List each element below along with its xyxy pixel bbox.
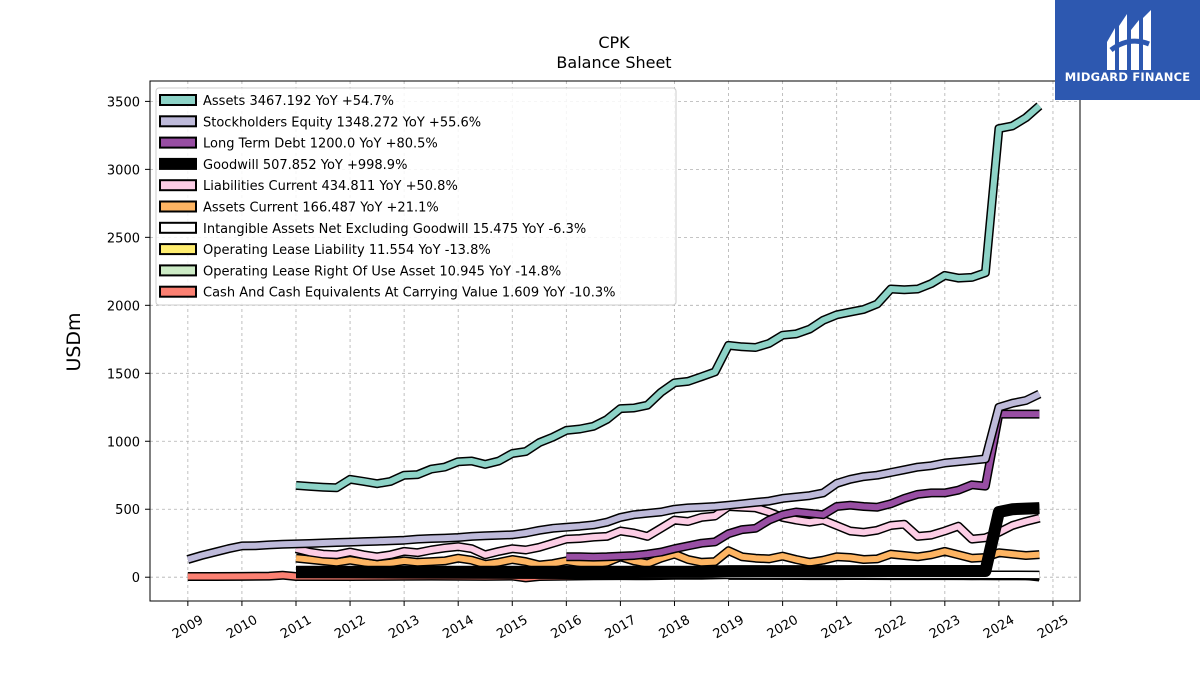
legend-label-7: Operating Lease Liability 11.554 YoY -13… bbox=[203, 243, 491, 258]
legend-label-8: Operating Lease Right Of Use Asset 10.94… bbox=[203, 264, 561, 279]
legend-label-3: Goodwill 507.852 YoY +998.9% bbox=[203, 158, 407, 173]
legend-label-0: Assets 3467.192 YoY +54.7% bbox=[203, 94, 394, 109]
x-tick-label-10: 2019 bbox=[711, 613, 747, 643]
y-tick-label-6: 3000 bbox=[107, 163, 140, 178]
y-tick-label-0: 0 bbox=[132, 571, 140, 586]
x-tick-label-14: 2023 bbox=[927, 613, 963, 643]
company-logo: MIDGARD FINANCE bbox=[1055, 0, 1200, 100]
x-tick-label-12: 2021 bbox=[819, 613, 855, 643]
legend-swatch-8 bbox=[159, 264, 197, 277]
x-tick-label-1: 2010 bbox=[224, 613, 260, 643]
plot-area bbox=[186, 102, 1043, 583]
legend-label-1: Stockholders Equity 1348.272 YoY +55.6% bbox=[203, 115, 481, 130]
series-line-1 bbox=[186, 391, 1041, 563]
series-0 bbox=[295, 102, 1043, 493]
legend-swatch-9 bbox=[159, 285, 197, 298]
legend-swatch-2 bbox=[159, 136, 197, 149]
x-tick-label-11: 2020 bbox=[765, 613, 801, 643]
x-tick-label-16: 2025 bbox=[1035, 613, 1071, 643]
x-tick-label-4: 2013 bbox=[386, 613, 422, 643]
series-1 bbox=[186, 389, 1042, 564]
legend-item-3: Goodwill 507.852 YoY +998.9% bbox=[159, 157, 407, 173]
legend-item-6: Intangible Assets Net Excluding Goodwill… bbox=[159, 221, 586, 237]
legend-swatch-4 bbox=[159, 179, 197, 192]
legend-label-4: Liabilities Current 434.811 YoY +50.8% bbox=[203, 179, 458, 194]
legend: Assets 3467.192 YoY +54.7% Stockholders E… bbox=[155, 87, 677, 306]
legend-swatch-6 bbox=[159, 221, 197, 234]
legend-label-9: Cash And Cash Equivalents At Carrying Va… bbox=[203, 286, 615, 301]
legend-item-5: Assets Current 166.487 YoY +21.1% bbox=[159, 200, 439, 216]
legend-item-9: Cash And Cash Equivalents At Carrying Va… bbox=[159, 285, 615, 301]
chart-title: CPK bbox=[598, 33, 630, 52]
legend-item-0: Assets 3467.192 YoY +54.7% bbox=[159, 94, 394, 109]
legend-box bbox=[155, 87, 677, 306]
x-tick-label-13: 2022 bbox=[873, 613, 909, 643]
series-line-2 bbox=[566, 411, 1040, 561]
y-tick-label-1: 500 bbox=[115, 503, 140, 518]
x-tick-label-0: 2009 bbox=[170, 613, 206, 643]
legend-item-8: Operating Lease Right Of Use Asset 10.94… bbox=[159, 264, 561, 279]
legend-item-4: Liabilities Current 434.811 YoY +50.8% bbox=[159, 179, 458, 194]
series-line-4 bbox=[295, 503, 1041, 560]
y-tick-label-2: 1000 bbox=[107, 435, 140, 450]
series-2 bbox=[566, 409, 1040, 562]
legend-swatch-0 bbox=[159, 94, 197, 106]
series-5 bbox=[295, 546, 1040, 570]
y-tick-label-5: 2500 bbox=[107, 231, 140, 246]
x-tick-label-3: 2012 bbox=[332, 613, 368, 643]
legend-label-5: Assets Current 166.487 YoY +21.1% bbox=[203, 201, 439, 216]
x-tick-label-8: 2017 bbox=[603, 613, 639, 643]
legend-swatch-3 bbox=[159, 157, 197, 170]
y-axis: 0 500 1000 1500 2000 2500 3000 3500 bbox=[107, 95, 150, 586]
legend-label-2: Long Term Debt 1200.0 YoY +80.5% bbox=[203, 137, 438, 152]
legend-swatch-7 bbox=[159, 243, 197, 256]
legend-swatch-5 bbox=[159, 200, 197, 213]
chart-subtitle: Balance Sheet bbox=[556, 53, 671, 72]
x-tick-label-7: 2016 bbox=[549, 613, 585, 643]
logo-text: MIDGARD FINANCE bbox=[1064, 70, 1191, 84]
legend-swatch-1 bbox=[159, 115, 197, 128]
logo-mark-icon bbox=[1107, 10, 1151, 70]
x-tick-label-2: 2011 bbox=[278, 613, 314, 643]
series-line-3 bbox=[296, 503, 1040, 577]
y-tick-label-4: 2000 bbox=[107, 299, 140, 314]
x-axis: 2009 2010 2011 2012 2013 2014 2015 2016 2017 2018… bbox=[170, 601, 1071, 642]
plot-frame bbox=[149, 80, 1081, 602]
y-tick-label-3: 1500 bbox=[107, 367, 140, 382]
legend-label-6: Intangible Assets Net Excluding Goodwill… bbox=[203, 222, 586, 237]
x-tick-label-5: 2014 bbox=[440, 613, 476, 643]
series-line-5 bbox=[295, 547, 1040, 568]
legend-item-1: Stockholders Equity 1348.272 YoY +55.6% bbox=[159, 115, 481, 130]
legend-item-7: Operating Lease Liability 11.554 YoY -13… bbox=[159, 243, 491, 258]
x-tick-label-9: 2018 bbox=[657, 613, 693, 643]
series-3 bbox=[296, 502, 1040, 578]
legend-item-2: Long Term Debt 1200.0 YoY +80.5% bbox=[159, 136, 438, 152]
y-tick-label-7: 3500 bbox=[107, 95, 140, 110]
x-tick-label-15: 2024 bbox=[981, 613, 1017, 643]
series-4 bbox=[294, 502, 1041, 562]
y-axis-label: USDm bbox=[63, 312, 85, 371]
x-tick-label-6: 2015 bbox=[494, 613, 530, 643]
series-line-0 bbox=[295, 103, 1042, 491]
